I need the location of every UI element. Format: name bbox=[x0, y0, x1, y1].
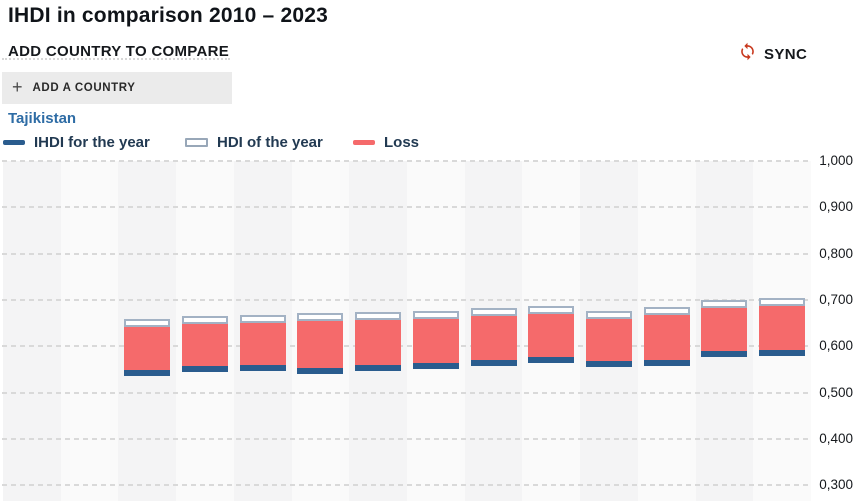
ihdi-swatch-icon bbox=[3, 140, 25, 145]
y-tick-label: 0,800 bbox=[819, 245, 853, 261]
hdi-swatch-icon bbox=[185, 138, 208, 147]
y-tick-label: 1,000 bbox=[819, 155, 853, 168]
hdi-cap-2016 bbox=[355, 312, 402, 321]
loss-segment-2019 bbox=[528, 313, 575, 357]
bar-2020[interactable] bbox=[585, 310, 632, 368]
ihdi-band-2020 bbox=[585, 361, 632, 368]
plus-icon: + bbox=[12, 77, 23, 97]
bar-2023[interactable] bbox=[759, 298, 806, 356]
hdi-cap-2012 bbox=[124, 319, 171, 328]
add-country-button[interactable]: + ADD A COUNTRY bbox=[2, 72, 232, 104]
bar-2022[interactable] bbox=[701, 300, 748, 358]
ihdi-band-2016 bbox=[355, 364, 402, 371]
ihdi-band-2023 bbox=[759, 349, 806, 356]
ihdi-band-2017 bbox=[412, 362, 459, 369]
gridline-0,900 bbox=[2, 206, 810, 209]
bar-2012[interactable] bbox=[124, 319, 171, 376]
ihdi-band-2012 bbox=[124, 369, 171, 376]
loss-segment-2023 bbox=[759, 306, 806, 350]
hdi-cap-2014 bbox=[239, 314, 286, 323]
hdi-cap-2015 bbox=[297, 313, 344, 322]
hdi-cap-2018 bbox=[470, 308, 517, 317]
bar-2019[interactable] bbox=[528, 305, 575, 363]
gridline-0,400 bbox=[2, 437, 810, 440]
y-tick-label: 0,300 bbox=[819, 477, 853, 493]
legend-label: HDI of the year bbox=[217, 134, 323, 151]
y-tick-label: 0,900 bbox=[819, 199, 853, 215]
legend-item-loss: Loss bbox=[353, 134, 419, 151]
loss-segment-2017 bbox=[412, 318, 459, 363]
bar-2021[interactable] bbox=[643, 307, 690, 367]
bar-2017[interactable] bbox=[412, 310, 459, 369]
y-tick-label: 0,700 bbox=[819, 291, 853, 307]
hdi-cap-2022 bbox=[701, 300, 748, 309]
loss-segment-2016 bbox=[355, 320, 402, 365]
sync-label: SYNC bbox=[764, 45, 808, 63]
gridline-0,500 bbox=[2, 391, 810, 394]
country-name: Tajikistan bbox=[8, 110, 77, 127]
loss-segment-2012 bbox=[124, 327, 171, 370]
sync-button[interactable]: SYNC bbox=[738, 42, 807, 66]
y-tick-label: 0,600 bbox=[819, 338, 853, 354]
add-country-heading: ADD COUNTRY TO COMPARE bbox=[8, 43, 230, 60]
hdi-cap-2017 bbox=[412, 310, 459, 319]
bar-2016[interactable] bbox=[355, 312, 402, 371]
hdi-cap-2021 bbox=[643, 307, 690, 316]
loss-segment-2020 bbox=[585, 318, 632, 362]
bar-2013[interactable] bbox=[181, 315, 228, 372]
ihdi-band-2022 bbox=[701, 351, 748, 358]
hdi-cap-2013 bbox=[181, 315, 228, 324]
bar-2014[interactable] bbox=[239, 314, 286, 371]
ihdi-bar-chart: 1,000 0,900 0,800 0,700 0,600 0,500 0,400 0,300 bbox=[0, 155, 858, 504]
gridline-0,300 bbox=[2, 484, 810, 487]
ihdi-band-2014 bbox=[239, 364, 286, 371]
divider bbox=[2, 58, 230, 60]
year-stripe-2010 bbox=[3, 161, 61, 501]
y-tick-label: 0,400 bbox=[819, 430, 853, 446]
loss-segment-2015 bbox=[297, 321, 344, 368]
hdi-cap-2019 bbox=[528, 305, 575, 314]
loss-segment-2014 bbox=[239, 322, 286, 365]
hdi-cap-2020 bbox=[585, 310, 632, 319]
legend-item-ihdi: IHDI for the year bbox=[3, 134, 150, 151]
page-title: IHDI in comparison 2010 – 2023 bbox=[8, 4, 328, 27]
ihdi-band-2018 bbox=[470, 359, 517, 366]
gridline-0,700 bbox=[2, 298, 810, 301]
ihdi-band-2013 bbox=[181, 365, 228, 372]
gridline-1,000 bbox=[2, 160, 810, 162]
ihdi-band-2019 bbox=[528, 356, 575, 363]
bar-2018[interactable] bbox=[470, 308, 517, 366]
legend-label: Loss bbox=[384, 134, 420, 151]
sync-icon bbox=[738, 42, 757, 66]
loss-segment-2021 bbox=[643, 315, 690, 361]
gridline-0,600 bbox=[2, 345, 810, 348]
add-country-label: ADD A COUNTRY bbox=[32, 82, 136, 94]
gridline-0,800 bbox=[2, 252, 810, 255]
year-stripe-2011 bbox=[60, 161, 119, 501]
ihdi-band-2021 bbox=[643, 360, 690, 367]
bar-2015[interactable] bbox=[297, 313, 344, 374]
legend-item-hdi: HDI of the year bbox=[185, 134, 323, 151]
loss-segment-2022 bbox=[701, 308, 748, 352]
hdi-cap-2023 bbox=[759, 298, 806, 307]
loss-swatch-icon bbox=[353, 140, 375, 145]
y-tick-label: 0,500 bbox=[819, 384, 853, 400]
loss-segment-2018 bbox=[470, 316, 517, 360]
loss-segment-2013 bbox=[181, 323, 228, 366]
legend-label: IHDI for the year bbox=[34, 134, 150, 151]
ihdi-band-2015 bbox=[297, 367, 344, 374]
